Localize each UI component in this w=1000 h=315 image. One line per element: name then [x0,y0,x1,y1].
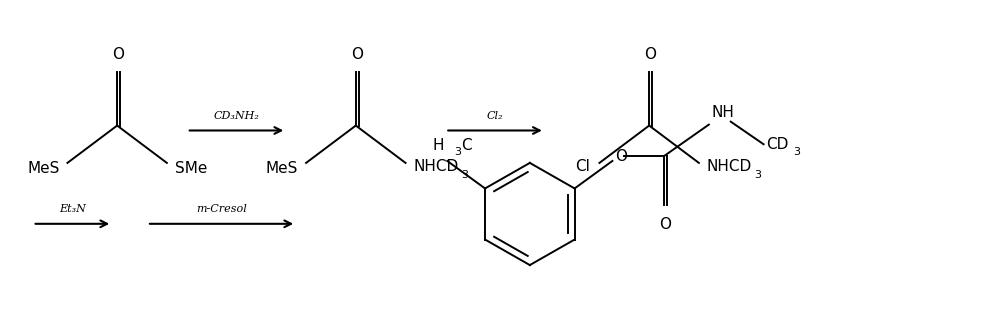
Text: O: O [112,47,124,62]
Text: MeS: MeS [27,161,59,176]
Text: MeS: MeS [266,161,298,176]
Text: O: O [615,149,627,163]
Text: Et₃N: Et₃N [59,204,86,214]
Text: C: C [461,138,472,153]
Text: CD: CD [767,137,789,152]
Text: NHCD: NHCD [413,159,459,174]
Text: 3: 3 [454,147,461,157]
Text: NHCD: NHCD [707,159,752,174]
Text: 3: 3 [755,170,762,180]
Text: Cl₂: Cl₂ [487,111,503,121]
Text: O: O [351,47,363,62]
Text: H: H [433,138,444,153]
Text: CD₃NH₂: CD₃NH₂ [214,111,259,121]
Text: O: O [659,217,671,232]
Text: NH: NH [712,105,735,120]
Text: 3: 3 [461,170,468,180]
Text: SMe: SMe [175,161,207,176]
Text: m-Cresol: m-Cresol [196,204,247,214]
Text: Cl: Cl [575,159,590,174]
Text: 3: 3 [793,147,800,157]
Text: O: O [644,47,656,62]
